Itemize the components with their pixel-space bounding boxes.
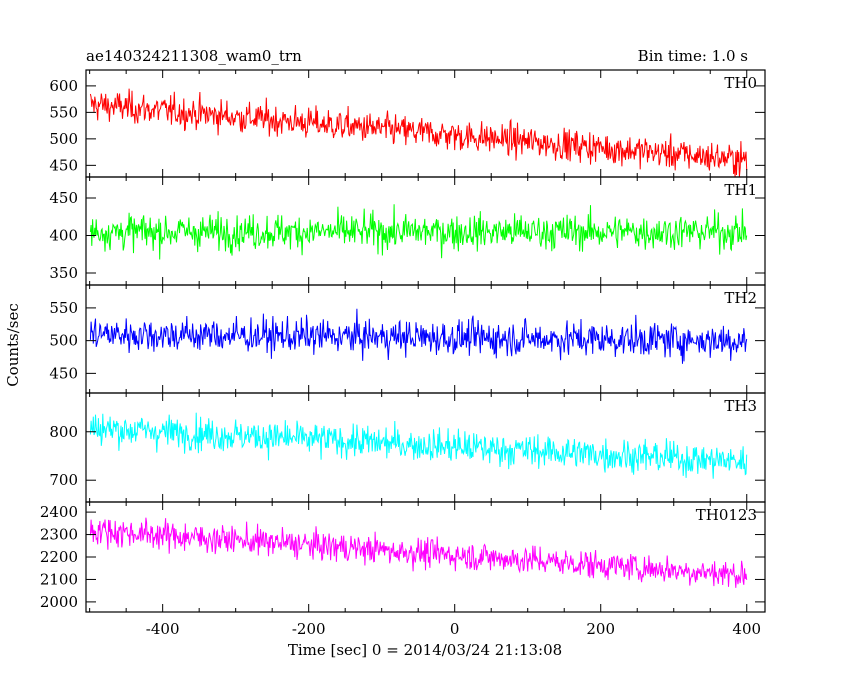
y-tick-label: 2300 xyxy=(40,526,78,544)
y-tick-label: 500 xyxy=(49,130,78,148)
y-tick-label: 2100 xyxy=(40,570,78,588)
x-axis-title: Time [sec] 0 = 2014/03/24 21:13:08 xyxy=(288,641,562,659)
series-line-th1 xyxy=(89,204,748,260)
y-tick-label: 2200 xyxy=(40,548,78,566)
x-tick-label: -200 xyxy=(292,620,326,638)
y-tick-label: 2000 xyxy=(40,593,78,611)
panel-label-th0123: TH0123 xyxy=(696,506,757,524)
y-tick-label: 450 xyxy=(49,189,78,207)
panel-label-th0: TH0 xyxy=(724,74,757,92)
y-tick-label: 400 xyxy=(49,227,78,245)
series-line-th2 xyxy=(89,308,748,364)
y-tick-label: 550 xyxy=(49,299,78,317)
series-line-th3 xyxy=(89,412,748,479)
series-line-th0123 xyxy=(89,517,748,588)
y-axis-title: Counts/sec xyxy=(4,303,22,387)
y-tick-label: 550 xyxy=(49,103,78,121)
x-tick-label: 0 xyxy=(450,620,460,638)
x-tick-label: -400 xyxy=(146,620,180,638)
panel-label-th1: TH1 xyxy=(724,181,757,199)
series-line-th0 xyxy=(89,88,748,178)
panel-label-th2: TH2 xyxy=(724,289,757,307)
y-tick-label: 450 xyxy=(49,364,78,382)
x-tick-label: 200 xyxy=(586,620,615,638)
y-tick-label: 350 xyxy=(49,264,78,282)
header-title: ae140324211308_wam0_trn xyxy=(86,47,302,65)
y-tick-label: 800 xyxy=(49,423,78,441)
y-tick-label: 450 xyxy=(49,156,78,174)
y-tick-label: 700 xyxy=(49,471,78,489)
y-tick-label: 600 xyxy=(49,77,78,95)
header-bin-time: Bin time: 1.0 s xyxy=(638,47,748,65)
y-tick-label: 500 xyxy=(49,332,78,350)
x-tick-label: 400 xyxy=(732,620,761,638)
y-tick-label: 2400 xyxy=(40,503,78,521)
panel-label-th3: TH3 xyxy=(724,397,757,415)
panels-group: 450 500 550 600 TH0 350 400 450 TH1 450 500 550 TH2 7… xyxy=(40,69,766,638)
